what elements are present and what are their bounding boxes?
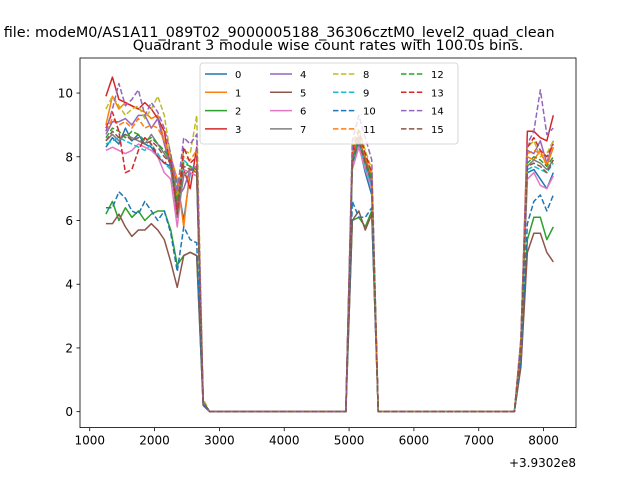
series-line-13	[105, 111, 554, 413]
legend-label-11: 11	[363, 125, 376, 136]
legend-label-9: 9	[363, 88, 369, 99]
legend-label-13: 13	[431, 88, 444, 99]
x-tick-label: 7000	[463, 434, 494, 448]
x-axis-offset-label: +3.9302e8	[509, 456, 576, 470]
legend-label-14: 14	[431, 107, 444, 118]
plot-area	[79, 57, 577, 429]
x-tick-label: 5000	[334, 434, 365, 448]
legend-label-3: 3	[235, 125, 241, 136]
y-tick-label: 10	[58, 87, 73, 101]
x-tick-label: 4000	[269, 434, 300, 448]
x-tick-label: 2000	[139, 434, 170, 448]
legend-label-15: 15	[431, 125, 444, 136]
legend-label-7: 7	[300, 125, 306, 136]
legend-label-5: 5	[300, 88, 306, 99]
y-tick-label: 0	[65, 405, 73, 419]
y-tick-label: 4	[65, 278, 73, 292]
y-tick-label: 8	[65, 150, 73, 164]
legend-label-10: 10	[363, 107, 376, 118]
series-line-15	[105, 130, 554, 413]
legend-box	[199, 62, 459, 145]
chart-title: Quadrant 3 module wise count rates with …	[133, 38, 524, 54]
y-tick-label: 2	[65, 341, 73, 355]
x-tick-label: 3000	[204, 434, 235, 448]
series-layer	[105, 76, 555, 413]
legend-label-0: 0	[235, 70, 241, 81]
legend-label-4: 4	[300, 70, 306, 81]
legend-label-6: 6	[300, 107, 306, 118]
series-line-14	[105, 82, 554, 413]
x-tick-label: 1000	[74, 434, 105, 448]
x-tick-label: 8000	[528, 434, 559, 448]
legend-label-2: 2	[235, 107, 241, 118]
legend-label-12: 12	[431, 70, 444, 81]
y-axis: 0 2 4 6 8 10	[58, 87, 80, 419]
legend-label-1: 1	[235, 88, 241, 99]
axes-frame	[79, 57, 577, 429]
x-tick-label: 6000	[399, 434, 430, 448]
x-axis: 1000 2000 3000 4000 5000 6000 7000 8000	[74, 427, 559, 448]
legend-label-8: 8	[363, 70, 369, 81]
figure-suptitle: n file: modeM0/AS1A11_089T02_9000005188_…	[0, 25, 555, 41]
y-tick-label: 6	[65, 214, 73, 228]
